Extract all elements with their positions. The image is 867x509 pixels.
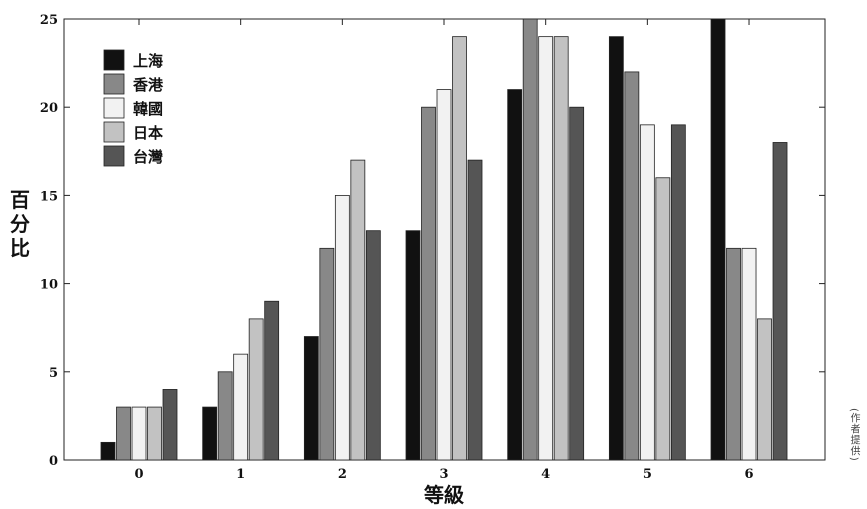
bar — [741, 247, 757, 461]
bar — [405, 230, 421, 461]
x-axis: 0 1 2 3 4 5 6 — [134, 19, 754, 482]
bar — [365, 230, 381, 461]
bar — [452, 36, 467, 461]
y-tick-label: 25 — [40, 13, 58, 28]
y-axis: 0 5 10 15 20 25 — [40, 13, 825, 469]
bar — [757, 318, 772, 461]
x-tick-label: 2 — [338, 467, 347, 482]
bar — [538, 36, 554, 461]
legend-swatch — [103, 49, 125, 71]
bar — [303, 336, 319, 461]
bar — [507, 89, 523, 461]
x-tick-label: 3 — [439, 467, 448, 482]
x-tick-label: 4 — [541, 467, 550, 482]
bar — [772, 142, 788, 461]
bar — [233, 353, 249, 461]
bar — [248, 318, 264, 461]
y-tick-label: 5 — [49, 366, 58, 381]
bar — [522, 18, 538, 461]
legend-swatch — [103, 121, 125, 143]
x-tick-label: 0 — [134, 467, 143, 482]
legend-label: 韓國 — [133, 100, 163, 118]
y-tick-label: 15 — [40, 189, 58, 204]
legend-label: 香港 — [133, 76, 164, 94]
legend-swatch — [103, 97, 125, 119]
x-axis-title: 等級 — [424, 483, 464, 507]
y-axis-title-char-3: 比 — [10, 236, 30, 260]
x-tick-label: 1 — [236, 467, 245, 482]
legend-swatch — [103, 145, 125, 167]
bar — [436, 89, 452, 461]
bar — [670, 124, 686, 461]
bar — [467, 159, 483, 461]
bar — [334, 194, 350, 461]
legend-swatch — [103, 73, 125, 95]
bar — [319, 247, 335, 461]
legend-label: 台灣 — [133, 148, 163, 166]
bar — [100, 441, 116, 461]
legend-label: 上海 — [133, 52, 163, 70]
bar — [569, 106, 585, 461]
x-tick-label: 6 — [744, 467, 753, 482]
bar — [710, 18, 726, 461]
y-tick-label: 20 — [40, 101, 58, 116]
image-credit: (作者提供) — [848, 408, 859, 462]
bar — [624, 71, 640, 461]
bar — [217, 371, 233, 461]
bar — [350, 159, 366, 461]
bar — [421, 106, 436, 461]
bar — [726, 247, 741, 461]
bar — [608, 36, 624, 461]
y-tick-label: 0 — [49, 454, 58, 469]
bar — [655, 177, 671, 461]
bar — [264, 300, 280, 461]
legend-label: 日本 — [133, 124, 163, 142]
y-axis-title-char-1: 百 — [10, 188, 30, 212]
bar — [639, 124, 655, 461]
bar — [116, 406, 131, 461]
bar — [131, 406, 147, 461]
bar — [553, 36, 569, 461]
bars — [100, 18, 788, 461]
y-axis-title-char-2: 分 — [10, 212, 30, 236]
bar — [162, 389, 178, 461]
bar — [147, 406, 162, 461]
y-tick-label: 10 — [40, 278, 58, 293]
x-tick-label: 5 — [643, 467, 652, 482]
bar — [202, 406, 218, 461]
